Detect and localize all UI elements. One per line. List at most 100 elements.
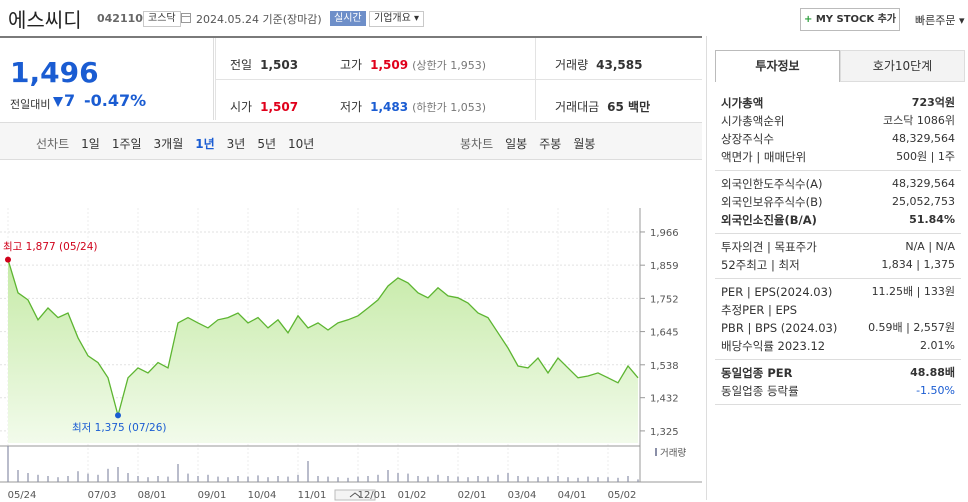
info-value: 25,052,753 xyxy=(892,195,955,208)
info-row: PBR | BPS (2024.03) 0.59배 | 2,557원 xyxy=(721,319,955,337)
overview-button[interactable]: 기업개요 ▾ xyxy=(369,11,425,27)
main-panel: 1,496 전일대비 7 -0.47% 전일 1,503 고가 1,509 (상한가 1… xyxy=(0,36,702,501)
line-tabs: 선차트 1일 1주일 3개월 1년 3년 5년 10년 xyxy=(36,135,326,152)
quick-order-text: 빠른주문 xyxy=(915,14,956,27)
x-tick-label: 04/01 xyxy=(558,490,587,501)
summary-label: 거래량 xyxy=(555,58,589,72)
x-tick-label: 11/01 xyxy=(298,490,327,501)
info-row: 동일업종 PER 48.88배 xyxy=(721,364,955,382)
volume-bar xyxy=(587,476,589,482)
info-value: 48.88배 xyxy=(910,366,955,379)
quick-order[interactable]: 빠른주문 ▾ xyxy=(915,14,965,27)
info-label: PER | EPS(2024.03) xyxy=(721,285,833,299)
summary-cell: 저가 1,483 (하한가 1,053) xyxy=(340,98,486,115)
volume-bar xyxy=(247,476,249,482)
volume-bar xyxy=(627,476,629,482)
info-label: 시가총액 xyxy=(721,96,764,110)
calendar-icon xyxy=(181,13,191,23)
info-label: 투자의견 | 목표주가 xyxy=(721,240,817,254)
tab[interactable]: 1일 xyxy=(81,137,100,151)
info-row: 시가총액순위 코스닥 1086위 xyxy=(721,112,955,130)
volume-bar xyxy=(427,476,429,482)
summary-cell: 시가 1,507 xyxy=(230,98,298,115)
stock-name: 에스씨디 xyxy=(8,8,82,32)
volume-bar xyxy=(547,476,549,482)
y-tick-label: 1,432 xyxy=(650,394,679,405)
info-value: -1.50% xyxy=(916,384,955,397)
tab[interactable]: 5년 xyxy=(257,137,277,151)
info-row: 투자의견 | 목표주가 N/A | N/A xyxy=(721,238,955,256)
y-tick-label: 1,538 xyxy=(650,361,679,372)
info-value: 723억원 xyxy=(911,96,955,109)
volume-bar xyxy=(107,468,109,482)
candle-tabs: 봉차트 일봉 주봉 월봉 xyxy=(460,135,607,152)
volume-bar xyxy=(137,476,139,482)
volume-bar xyxy=(287,476,289,482)
info-row: 상장주식수 48,329,564 xyxy=(721,130,955,148)
info-row: 시가총액 723억원 xyxy=(721,94,955,112)
info-section: 투자의견 | 목표주가 N/A | N/A 52주최고 | 최저 1,834 | 1,… xyxy=(715,234,961,279)
info-value: 48,329,564 xyxy=(892,132,955,145)
price-box: 1,496 전일대비 7 -0.47% xyxy=(0,38,214,120)
summary-value: 1,507 xyxy=(260,100,299,114)
volume-bar xyxy=(177,464,179,482)
high-marker xyxy=(5,256,11,263)
volume-bar xyxy=(237,476,239,482)
x-tick-label: 03/04 xyxy=(508,490,537,501)
info-label: 추정PER | EPS xyxy=(721,303,798,317)
tab-active[interactable]: 투자정보 xyxy=(715,50,840,82)
summary-value: 1,483 xyxy=(370,100,409,114)
volume-bar xyxy=(417,476,419,482)
volume-bar xyxy=(27,473,29,482)
volume-bar xyxy=(407,473,409,482)
realtime-badge: 실시간 xyxy=(330,11,366,26)
volume-bar xyxy=(167,476,169,482)
volume-bar xyxy=(17,470,19,482)
tab[interactable]: 호가10단계 xyxy=(840,50,965,82)
volume-bar xyxy=(337,477,339,482)
volume-bar xyxy=(487,476,489,482)
volume-bar xyxy=(567,477,569,482)
volume-bar xyxy=(637,479,639,482)
tab-group-label: 봉차트 xyxy=(460,137,494,151)
tab[interactable]: 3개월 xyxy=(153,137,184,151)
info-value: 2.01% xyxy=(920,339,955,352)
high-label: 최고 1,877 (05/24) xyxy=(3,241,98,253)
price-line xyxy=(7,259,639,418)
x-tick-label: 09/01 xyxy=(198,490,227,501)
tab-group-label: 선차트 xyxy=(36,137,70,151)
volume-bar xyxy=(437,474,439,482)
tab[interactable]: 일봉 xyxy=(505,137,528,151)
tab[interactable]: 1주일 xyxy=(111,137,142,151)
x-tick-label: 01/02 xyxy=(398,490,427,501)
market-badge: 코스닥 xyxy=(143,11,181,27)
info-label: 액면가 | 매매단위 xyxy=(721,150,807,164)
info-value: 코스닥 1086위 xyxy=(883,114,955,127)
volume-bar xyxy=(7,446,9,482)
volume-bar xyxy=(147,477,149,482)
collapse-icon xyxy=(349,492,361,498)
summary-value: 65 백만 xyxy=(607,100,651,114)
mystock-button[interactable]: + MY STOCK 추가 xyxy=(800,8,900,31)
volume-bar xyxy=(577,477,579,482)
tab[interactable]: 주봉 xyxy=(539,137,562,151)
info-row: PER | EPS(2024.03) 11.25배 | 133원 xyxy=(721,283,955,301)
chart-tabs: 선차트 1일 1주일 3개월 1년 3년 5년 10년 봉차트 일봉 주봉 월봉 xyxy=(0,122,702,160)
legend-swatch xyxy=(655,448,657,456)
info-section: 외국인한도주식수(A) 48,329,564 외국인보유주식수(B) 25,052,7… xyxy=(715,171,961,234)
tab[interactable]: 월봉 xyxy=(573,137,596,151)
tab[interactable]: 10년 xyxy=(288,137,315,151)
summary-label: 고가 xyxy=(340,58,363,72)
volume-bar xyxy=(367,476,369,482)
tab[interactable]: 3년 xyxy=(226,137,246,151)
volume-bar xyxy=(127,473,129,482)
info-label: 시가총액순위 xyxy=(721,114,785,128)
summary-cell: 거래량 43,585 xyxy=(555,56,642,73)
price-now: 1,496 xyxy=(10,56,99,89)
info-label: 동일업종 등락률 xyxy=(721,384,799,398)
volume-bar xyxy=(67,476,69,482)
tab[interactable]: 1년 xyxy=(195,137,215,151)
summary-cell: 거래대금 65 백만 xyxy=(555,98,650,115)
volume-bar xyxy=(517,476,519,482)
